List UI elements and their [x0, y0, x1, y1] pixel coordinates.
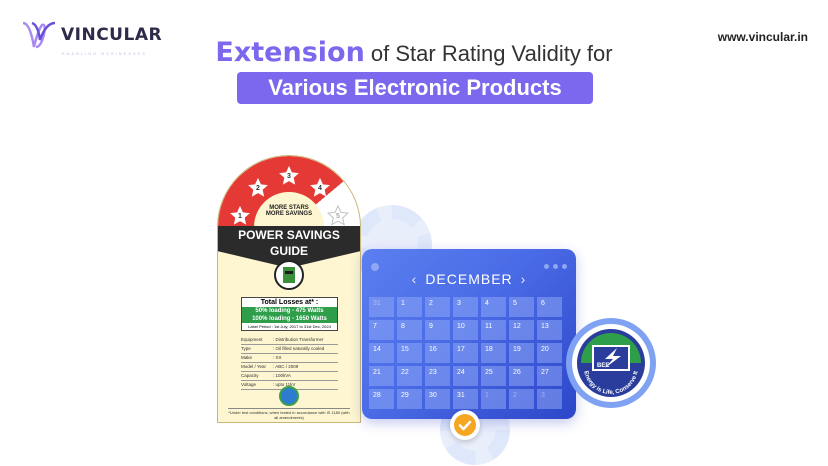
calendar-day[interactable]: 1 — [397, 297, 422, 317]
calendar-day[interactable]: 25 — [481, 366, 506, 386]
month-name: DECEMBER — [425, 271, 513, 287]
calendar-day[interactable]: 13 — [537, 320, 562, 340]
bee-abbr: BEE — [597, 363, 609, 369]
calendar-card: ‹ DECEMBER › 31 1 2 3 4 5 6 7 8 9 10 11 12 13 14 15 16 17 18… — [362, 249, 576, 419]
spec-row: Capacity : 100kVA — [241, 372, 338, 381]
calendar-day[interactable]: 8 — [397, 320, 422, 340]
guide-title: GUIDE — [269, 244, 308, 258]
spec-value: : Distribution Transformer — [273, 337, 324, 342]
guide-title: POWER SAVINGS — [238, 228, 340, 242]
loss-100: 100% loading - 1650 Watts — [242, 315, 337, 323]
spec-value: : XX — [273, 355, 282, 360]
spec-key: Make — [241, 355, 253, 360]
calendar-day[interactable]: 2 — [425, 297, 450, 317]
window-dot-icon — [371, 263, 379, 271]
slogan-line: MORE SAVINGS — [265, 211, 313, 217]
calendar-day[interactable]: 30 — [425, 389, 450, 409]
star-icon — [230, 205, 250, 225]
prev-month-button[interactable]: ‹ — [411, 271, 418, 287]
bee-seal-icon — [279, 386, 299, 406]
star-icon — [279, 165, 299, 185]
headline-pill: Various Electronic Products — [237, 72, 593, 104]
calendar-day[interactable]: 6 — [537, 297, 562, 317]
calendar-day[interactable]: 10 — [453, 320, 478, 340]
footnote: *Under test conditions, when tested in a… — [228, 408, 350, 420]
spec-value: : Oil filled naturally cooled — [273, 346, 325, 351]
calendar-day[interactable]: 19 — [509, 343, 534, 363]
calendar-day[interactable]: 31 — [369, 297, 394, 317]
calendar-day[interactable]: 18 — [481, 343, 506, 363]
spec-row: Equipment : Distribution Transformer — [241, 336, 338, 345]
spec-table: Equipment : Distribution Transformer Type… — [241, 336, 338, 390]
calendar-day[interactable]: 28 — [369, 389, 394, 409]
website-url[interactable]: www.vincular.in — [717, 30, 808, 44]
spec-row: Model / Year : ABC / 2009 — [241, 363, 338, 372]
calendar-day[interactable]: 7 — [369, 320, 394, 340]
vincular-w-icon — [22, 21, 56, 49]
calendar-day[interactable]: 1 — [481, 389, 506, 409]
slogan-line: MORE STARS — [269, 205, 309, 211]
losses-box: Total Losses at* : 50% loading - 475 Wat… — [241, 297, 338, 331]
star-number: 4 — [318, 185, 322, 192]
calendar-day[interactable]: 31 — [453, 389, 478, 409]
calendar-day[interactable]: 11 — [481, 320, 506, 340]
calendar-grid: 31 1 2 3 4 5 6 7 8 9 10 11 12 13 14 15 16 17 18 19 20 21 22 23 2… — [369, 297, 562, 409]
star-number: 5 — [336, 213, 340, 220]
label-period: Label Period : 1st July, 2017 to 31st De… — [248, 324, 331, 329]
spec-value: : upto 11kV — [273, 382, 296, 387]
calendar-day[interactable]: 27 — [537, 366, 562, 386]
checkmark-icon — [454, 414, 476, 436]
calendar-day[interactable]: 21 — [369, 366, 394, 386]
headline: Extension of Star Rating Validity for — [190, 38, 638, 69]
vincular-logo: VINCULAR — [20, 20, 162, 50]
star-number: 2 — [256, 185, 260, 192]
spec-row: Make : XX — [241, 354, 338, 363]
star-icon — [248, 177, 268, 197]
headline-highlight: Extension — [215, 37, 365, 68]
spec-value: : 100kVA — [273, 373, 291, 378]
calendar-day[interactable]: 24 — [453, 366, 478, 386]
calendar-day[interactable]: 2 — [509, 389, 534, 409]
bee-logo: BEE Energy is Life, Conserve It — [566, 318, 656, 408]
money-icon — [274, 260, 304, 290]
spec-key: Model / Year — [241, 364, 267, 369]
more-icon[interactable] — [544, 264, 567, 269]
spec-key: Equipment — [241, 337, 263, 342]
calendar-day[interactable]: 5 — [509, 297, 534, 317]
brand-tagline: ENABLING BUSINESSES — [62, 51, 147, 56]
calendar-day[interactable]: 15 — [397, 343, 422, 363]
star-rating-label: 1 2 3 4 5 MORE STARS MORE SAVINGS POWER S… — [217, 155, 361, 423]
calendar-day[interactable]: 17 — [453, 343, 478, 363]
check-badge — [450, 410, 480, 440]
next-month-button[interactable]: › — [520, 271, 527, 287]
calendar-day[interactable]: 29 — [397, 389, 422, 409]
spec-key: Voltage — [241, 382, 257, 387]
calendar-day[interactable]: 9 — [425, 320, 450, 340]
calendar-day[interactable]: 12 — [509, 320, 534, 340]
month-header: ‹ DECEMBER › — [362, 271, 576, 287]
loss-50: 50% loading - 475 Watts — [242, 307, 337, 315]
calendar-day[interactable]: 20 — [537, 343, 562, 363]
spec-key: Capacity — [241, 373, 259, 378]
star-icon — [327, 205, 349, 226]
calendar-day[interactable]: 4 — [481, 297, 506, 317]
calendar-day[interactable]: 14 — [369, 343, 394, 363]
losses-title: Total Losses at* : — [260, 299, 319, 306]
spec-value: : ABC / 2009 — [273, 364, 299, 369]
spec-row: Type : Oil filled naturally cooled — [241, 345, 338, 354]
calendar-day[interactable]: 23 — [425, 366, 450, 386]
calendar-day[interactable]: 26 — [509, 366, 534, 386]
star-number: 3 — [287, 173, 291, 180]
calendar-day[interactable]: 22 — [397, 366, 422, 386]
lightning-icon — [605, 348, 621, 368]
headline-rest: of Star Rating Validity for — [364, 41, 613, 66]
star-icon — [310, 177, 330, 197]
star-number: 1 — [238, 213, 242, 220]
spec-key: Type — [241, 346, 251, 351]
calendar-day[interactable]: 3 — [453, 297, 478, 317]
calendar-day[interactable]: 3 — [537, 389, 562, 409]
calendar-day[interactable]: 16 — [425, 343, 450, 363]
brand-name: VINCULAR — [61, 25, 163, 45]
